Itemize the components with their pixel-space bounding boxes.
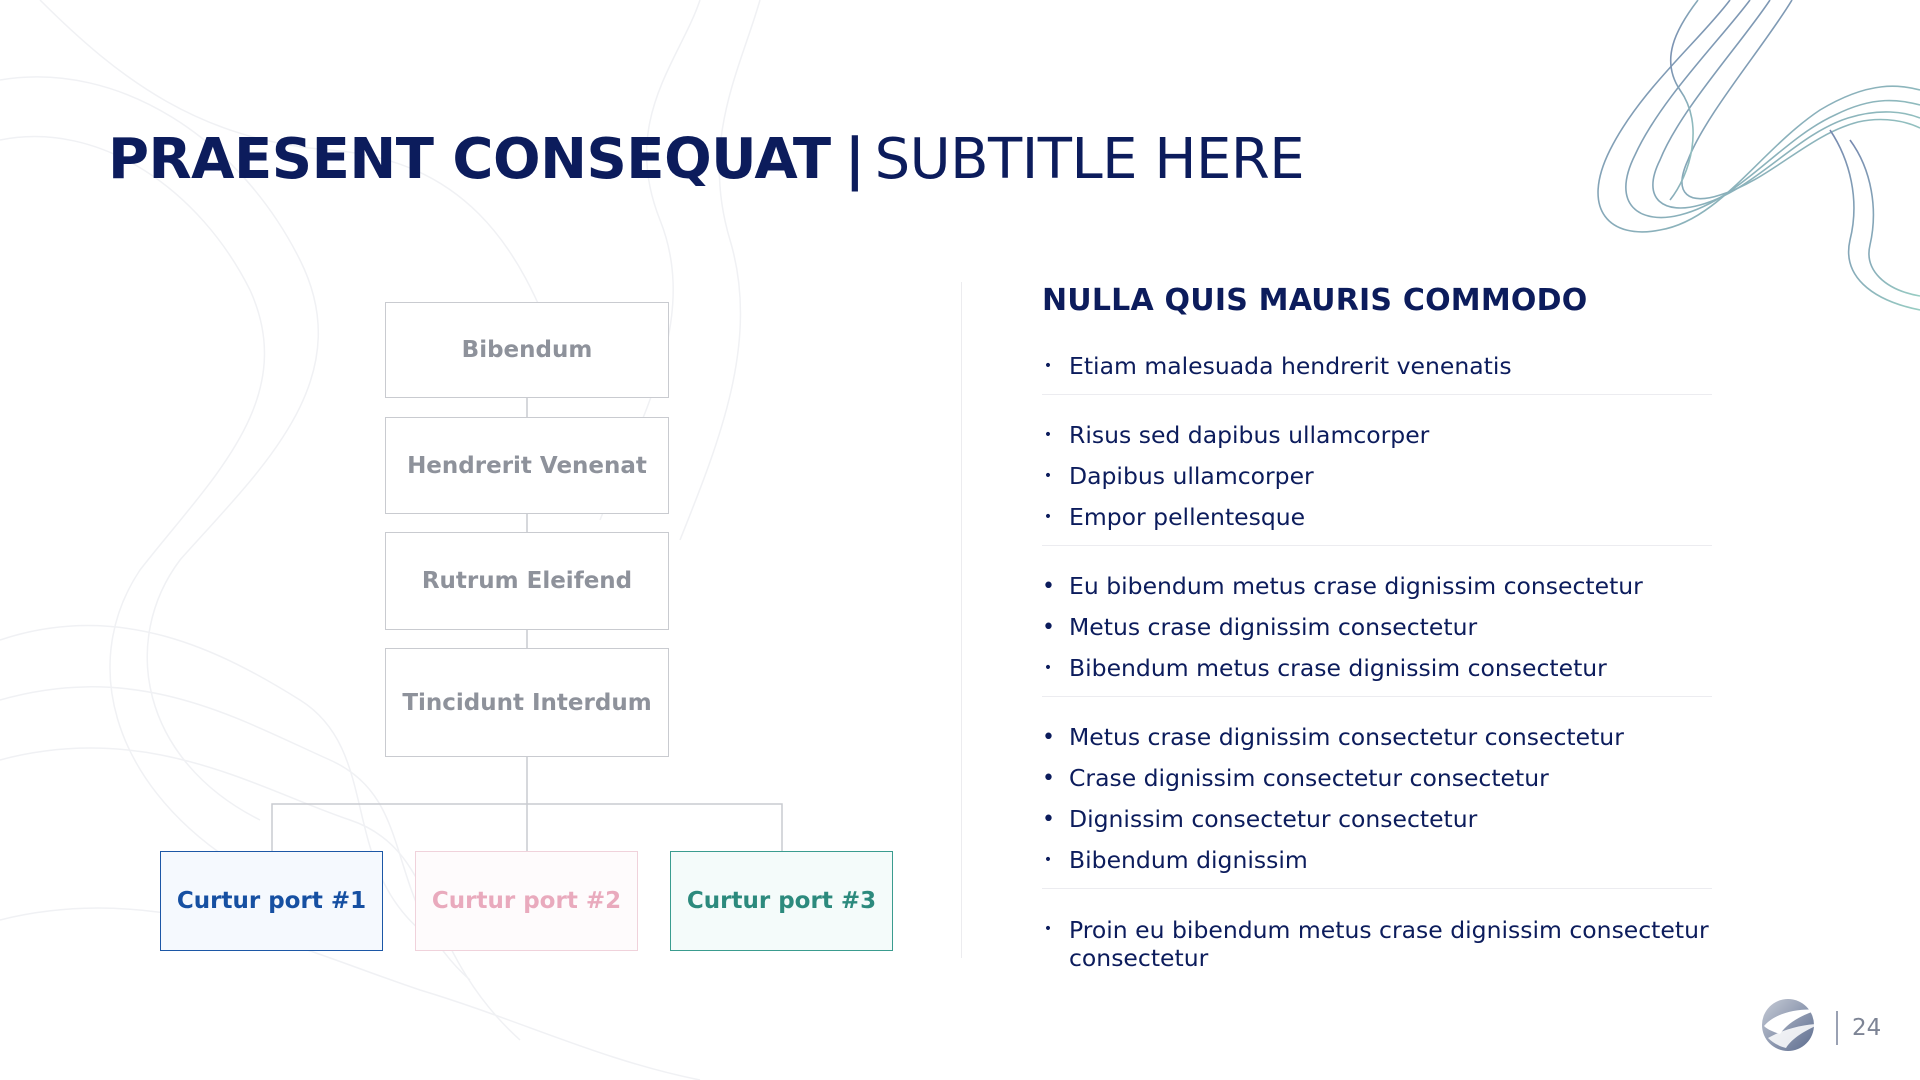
list-item: • Empor pellentesque (1042, 497, 1712, 538)
list-item: • Metus crase dignissim consectetur conse… (1042, 717, 1712, 758)
list-item: • Crase dignissim consectetur consectetur (1042, 758, 1712, 799)
bullet-icon: • (1043, 427, 1053, 443)
vertical-divider (961, 282, 962, 958)
bullet-icon: • (1042, 615, 1055, 640)
bullet-group-3: • Eu bibendum metus crase dignissim conse… (1042, 566, 1712, 697)
title-separator: | (844, 127, 865, 192)
slide-title: PRAESENT CONSEQUAT | SUBTITLE HERE (108, 122, 1305, 198)
list-item: • Proin eu bibendum metus crase dignissim… (1042, 909, 1712, 976)
bullet-icon: • (1042, 807, 1055, 832)
bullet-icon: • (1042, 574, 1055, 599)
info-panel: NULLA QUIS MAURIS COMMODO • Etiam malesua… (1042, 278, 1712, 983)
bullet-icon: • (1042, 766, 1055, 791)
flow-node-rutrum-eleifend: Rutrum Eleifend (385, 532, 669, 630)
flow-node-label: Curtur port #2 (431, 888, 622, 914)
bullet-group-2: • Risus sed dapibus ullamcorper • Dapibus … (1042, 415, 1712, 546)
flow-node-bibendum: Bibendum (385, 302, 669, 398)
bullet-group-4: • Metus crase dignissim consectetur conse… (1042, 717, 1712, 889)
bullet-group-5: • Proin eu bibendum metus crase dignissim… (1042, 909, 1712, 983)
list-item: • Dignissim consectetur consectetur (1042, 799, 1712, 840)
flow-node-label: Bibendum (461, 337, 593, 363)
bullet-icon: • (1043, 660, 1053, 676)
bullet-group-1: • Etiam malesuada hendrerit venenatis (1042, 346, 1712, 395)
title-subtitle: SUBTITLE HERE (874, 127, 1305, 192)
list-item: • Dapibus ullamcorper (1042, 456, 1712, 497)
bullet-icon: • (1043, 468, 1053, 484)
flow-node-label: Tincidunt Interdum (402, 689, 652, 716)
flow-node-label: Curtur port #3 (686, 888, 877, 914)
bullet-icon: • (1042, 725, 1055, 750)
flow-node-label: Rutrum Eleifend (421, 568, 633, 594)
flow-node-label: Hendrerit Venenat (407, 452, 647, 479)
flow-node-curtur-port-3: Curtur port #3 (670, 851, 893, 951)
title-main: PRAESENT CONSEQUAT (108, 127, 831, 192)
list-item: • Eu bibendum metus crase dignissim conse… (1042, 566, 1712, 607)
panel-heading: NULLA QUIS MAURIS COMMODO (1042, 283, 1588, 318)
flow-node-tincidunt-interdum: Tincidunt Interdum (385, 648, 669, 757)
list-item: • Risus sed dapibus ullamcorper (1042, 415, 1712, 456)
list-item: • Bibendum metus crase dignissim consecte… (1042, 648, 1712, 689)
flow-node-curtur-port-2: Curtur port #2 (415, 851, 638, 951)
flow-node-label: Curtur port #1 (176, 888, 367, 914)
page-number: 24 (1852, 1015, 1882, 1041)
list-item: • Bibendum dignissim (1042, 840, 1712, 881)
flow-node-hendrerit-venenat: Hendrerit Venenat (385, 417, 669, 514)
list-item: • Metus crase dignissim consectetur (1042, 607, 1712, 648)
bullet-icon: • (1043, 921, 1053, 937)
footer-separator (1836, 1011, 1838, 1045)
decorative-waves-corner (1597, 0, 1920, 311)
company-logo-icon (1762, 999, 1820, 1051)
bullet-icon: • (1043, 852, 1053, 868)
flow-node-curtur-port-1: Curtur port #1 (160, 851, 383, 951)
bullet-icon: • (1043, 358, 1053, 374)
bullet-icon: • (1043, 509, 1053, 525)
list-item: • Etiam malesuada hendrerit venenatis (1042, 346, 1712, 387)
